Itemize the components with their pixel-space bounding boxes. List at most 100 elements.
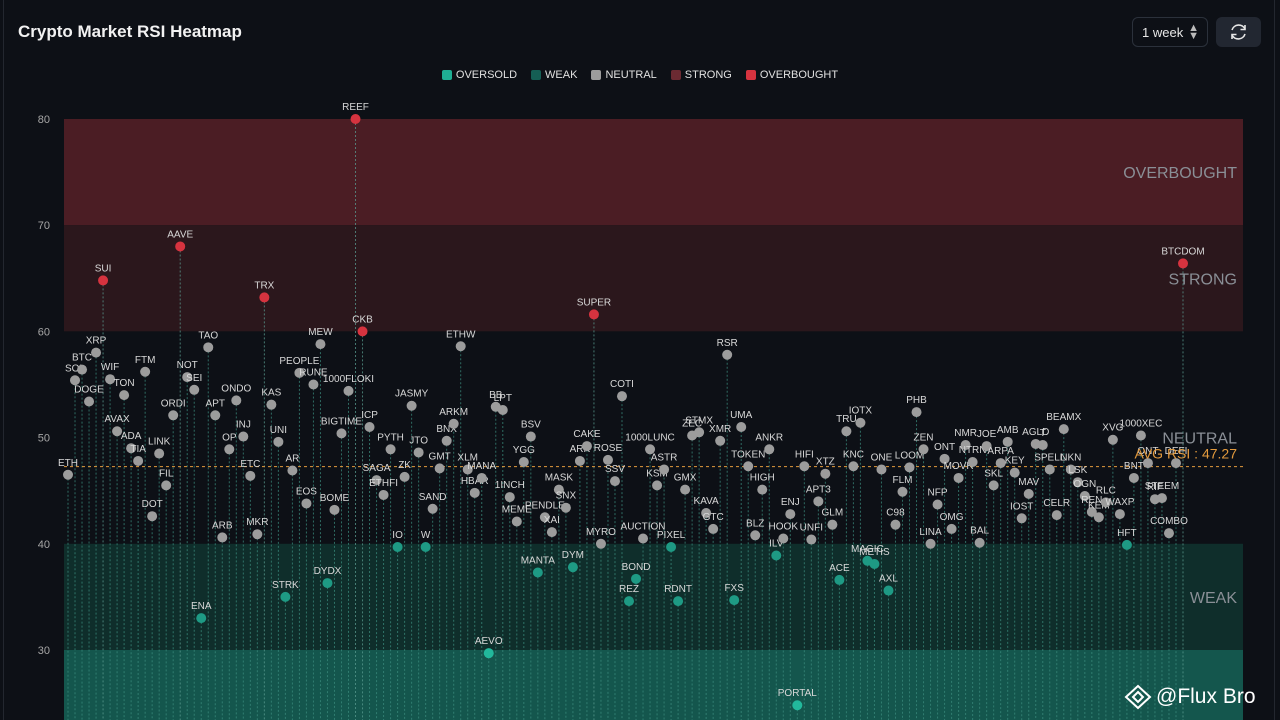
period-select[interactable]: 1 week ▲ ▼: [1132, 17, 1208, 47]
y-tick-label: 30: [38, 645, 50, 657]
point-label-iost: IOST: [1010, 501, 1033, 512]
point-label-nmr: NMR: [954, 428, 977, 439]
point-beamx: [1058, 424, 1069, 435]
point-iost: [1016, 513, 1027, 524]
legend-swatch: [591, 70, 602, 80]
point-super: [588, 309, 599, 320]
point-gtc: [708, 523, 719, 534]
point-glm: [827, 519, 838, 530]
point-nfp: [932, 499, 943, 510]
point-label-ogn: OGN: [1073, 479, 1096, 490]
point-label-defi: DEFI: [1165, 446, 1188, 457]
point-label-op: OP: [222, 432, 237, 443]
legend-item-neutral[interactable]: NEUTRAL: [591, 67, 657, 83]
point-ren: [1086, 506, 1097, 517]
point-myro: [595, 538, 606, 549]
point-cake: [581, 441, 592, 452]
point-label-fil: FIL: [159, 468, 174, 479]
point-label-rdnt: RDNT: [664, 584, 692, 595]
legend-swatch: [441, 70, 452, 80]
point-label-tru: TRU: [836, 414, 857, 425]
point-label-amb: AMB: [997, 425, 1019, 436]
point-zk: [399, 471, 410, 482]
zone-oversold: [64, 650, 1243, 720]
point-manta: [532, 567, 543, 578]
point-avax: [112, 426, 123, 437]
point-eth: [63, 469, 73, 480]
point-label-rlc: RLC: [1096, 485, 1116, 496]
point-auction: [638, 533, 649, 544]
refresh-button[interactable]: [1216, 17, 1261, 47]
point-bal: [974, 537, 985, 548]
point-label-1000lunc: 1000LUNC: [625, 432, 674, 443]
point-label-ada: ADA: [121, 431, 142, 442]
point-rsr: [722, 349, 733, 360]
point-pixel: [666, 541, 677, 552]
point-label-waxp: WAXP: [1105, 497, 1134, 508]
point-label-unfi: UNFI: [800, 523, 823, 534]
zone-strong: [64, 225, 1243, 332]
point-label-ksm: KSM: [646, 468, 668, 479]
point-ada: [126, 443, 137, 454]
point-label-uma: UMA: [730, 410, 753, 421]
point-meme: [511, 516, 522, 527]
point-eos: [301, 498, 312, 509]
point-label-enj: ENJ: [781, 497, 800, 508]
legend-item-strong[interactable]: STRONG: [670, 67, 732, 83]
point-token: [743, 461, 754, 472]
point-label-people: PEOPLE: [279, 356, 319, 367]
point-label-w: W: [421, 530, 431, 541]
point-label-etc: ETC: [240, 459, 260, 470]
point-label-strk: STRK: [272, 580, 299, 591]
point-loom: [904, 462, 915, 473]
point-key: [1009, 467, 1020, 478]
legend-item-weak[interactable]: WEAK: [531, 67, 577, 83]
point-label-hook: HOOK: [769, 521, 799, 532]
point-label-fxs: FXS: [724, 583, 744, 594]
point-amb: [1002, 436, 1013, 447]
point-label-gtc: GTC: [703, 512, 724, 523]
legend-label: NEUTRAL: [605, 69, 657, 81]
point-label-movr: MOVR: [944, 461, 974, 472]
point-bnx: [441, 435, 452, 446]
point-icp: [364, 421, 375, 432]
point-label-sand: SAND: [419, 492, 447, 503]
point-spell: [1044, 464, 1055, 475]
point-label-zen: ZEN: [914, 432, 934, 443]
point-1inch: [504, 492, 515, 503]
point-label-skl: SKL: [984, 468, 1003, 479]
zone-label-overbought: OVERBOUGHT: [1123, 165, 1237, 182]
point-enj: [785, 509, 796, 520]
point-label-key: KEY: [1005, 456, 1025, 467]
point-ksm: [652, 480, 663, 491]
point-label-xlm: XLM: [457, 452, 478, 463]
point-high: [757, 484, 768, 495]
point-portal: [792, 700, 803, 711]
point-xmr: [715, 435, 726, 446]
point-bnt: [1128, 472, 1139, 483]
point-label-ankr: ANKR: [755, 432, 783, 443]
point-label-spell: SPELL: [1034, 452, 1066, 463]
y-tick-label: 70: [38, 220, 50, 232]
point-arb: [217, 532, 228, 543]
point-label-dot: DOT: [142, 499, 163, 510]
point-xrp: [91, 347, 102, 358]
legend-item-oversold[interactable]: OVERSOLD: [441, 67, 517, 83]
point-strk: [280, 591, 291, 602]
point-fxs: [729, 595, 740, 606]
point-rdnt: [673, 596, 684, 607]
point-doge: [84, 396, 95, 407]
legend-item-overbought[interactable]: OVERBOUGHT: [745, 67, 838, 83]
point-label-coti: COTI: [610, 379, 634, 390]
point-sand: [427, 503, 438, 514]
point-label-apt3: APT3: [806, 484, 831, 495]
point-label-nkn: NKN: [1060, 452, 1081, 463]
point-io: [392, 541, 403, 552]
point-label-gmx: GMX: [674, 473, 697, 484]
point-label-ace: ACE: [829, 563, 850, 574]
point-label-1inch: 1INCH: [495, 480, 525, 491]
point-ace: [834, 574, 845, 585]
point-ilv: [771, 550, 782, 561]
point-mask: [553, 484, 564, 495]
point-metis: [869, 558, 880, 569]
